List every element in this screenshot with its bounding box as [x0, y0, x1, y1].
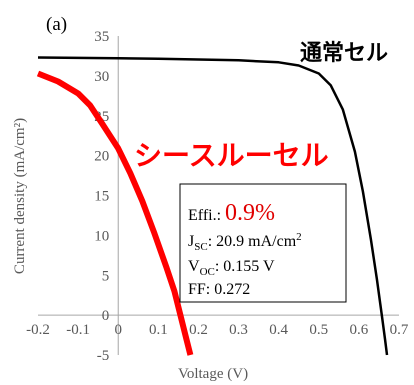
metrics-box: Effi.: 0.9% JSC: 20.9 mA/cm2 VOC: 0.155 … — [179, 183, 347, 303]
x-tick-label: 0.6 — [350, 322, 369, 338]
series-label-see-through-cell: シースルーセル — [134, 139, 329, 172]
axes — [38, 36, 399, 355]
y-tick-label: -5 — [97, 348, 110, 364]
x-tick-label: 0 — [114, 322, 122, 338]
voc-line: VOC: 0.155 V — [188, 258, 275, 278]
series-layer — [36, 56, 389, 356]
x-tick-label: 0.5 — [309, 322, 328, 338]
x-tick-label: 0.7 — [390, 322, 409, 338]
x-tick-label: 0.2 — [189, 322, 208, 338]
y-tick-label: 10 — [94, 228, 109, 244]
x-tick-label: 0.1 — [149, 322, 168, 338]
efficiency-value: 0.9% — [225, 200, 275, 226]
y-tick-label: 35 — [94, 29, 109, 45]
efficiency-line: Effi.: 0.9% — [188, 200, 275, 226]
series-label-normal-cell: 通常セル — [300, 40, 388, 66]
y-axis-title: Current density (mA/cm²) — [12, 118, 28, 274]
x-tick-label: 0.4 — [269, 322, 288, 338]
series-line-normal-cell — [37, 56, 389, 356]
jsc-line: JSC: 20.9 mA/cm2 — [188, 231, 302, 253]
ff-line: FF: 0.272 — [188, 281, 250, 298]
panel-label: (a) — [46, 14, 67, 35]
x-tick-labels: -0.2 -0.1 0 0.1 0.2 0.3 0.4 0.5 0.6 0.7 — [26, 322, 409, 338]
y-tick-label: 30 — [94, 69, 109, 85]
series-line-see-through-cell — [36, 70, 194, 356]
y-tick-label: 15 — [94, 189, 109, 205]
x-tick-label: -0.2 — [26, 322, 50, 338]
y-tick-label: 5 — [102, 268, 110, 284]
y-tick-label: 0 — [102, 308, 110, 324]
y-tick-label: 20 — [94, 149, 109, 165]
x-tick-label: -0.1 — [66, 322, 90, 338]
x-axis-title: Voltage (V) — [178, 366, 248, 382]
metrics-box-frame — [179, 183, 347, 303]
x-tick-label: 0.3 — [229, 322, 248, 338]
